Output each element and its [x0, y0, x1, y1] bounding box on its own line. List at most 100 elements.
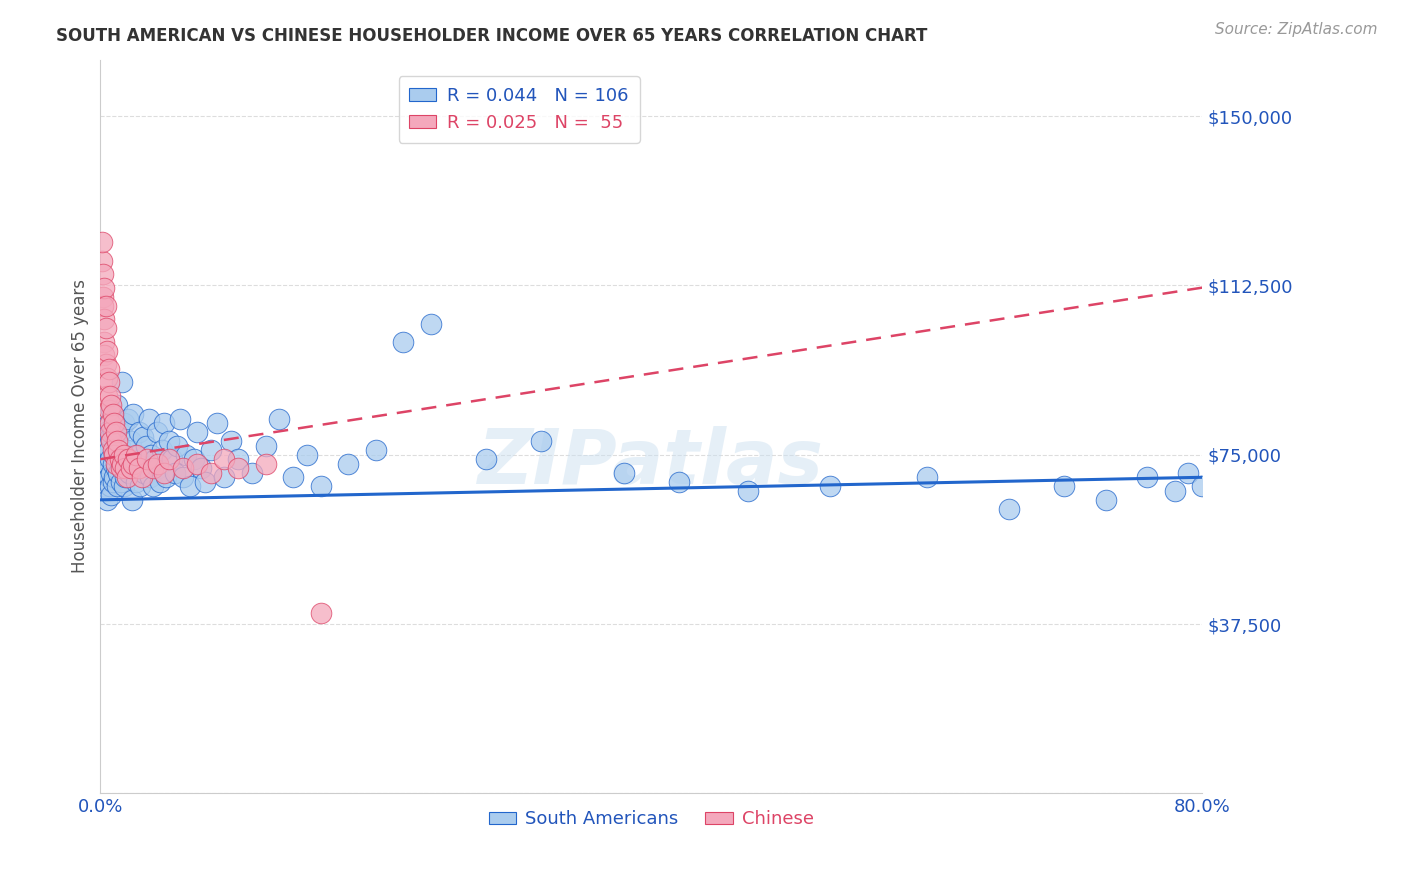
Point: [174, 448, 197, 462]
Point: [103, 448, 125, 462]
Point: [107, 452, 129, 467]
Point: [115, 470, 138, 484]
Point: [94, 358, 117, 372]
Point: [219, 434, 242, 449]
Point: [98, 452, 121, 467]
Point: [101, 407, 124, 421]
Point: [145, 452, 167, 467]
Point: [100, 466, 122, 480]
Point: [172, 461, 194, 475]
Point: [120, 461, 142, 475]
Point: [104, 434, 127, 449]
Point: [94, 321, 117, 335]
Point: [152, 416, 174, 430]
Point: [131, 470, 153, 484]
Point: [146, 425, 169, 439]
Point: [96, 439, 118, 453]
Point: [98, 479, 121, 493]
Point: [100, 402, 122, 417]
Point: [186, 457, 208, 471]
Point: [155, 470, 177, 484]
Point: [392, 334, 415, 349]
Point: [269, 411, 291, 425]
Point: [96, 457, 118, 471]
Legend: South Americans, Chinese: South Americans, Chinese: [482, 803, 821, 836]
Point: [125, 448, 148, 462]
Point: [148, 475, 170, 489]
Point: [200, 443, 222, 458]
Point: [112, 479, 135, 493]
Point: [475, 452, 498, 467]
Point: [157, 452, 180, 467]
Point: [101, 425, 124, 439]
Point: [148, 457, 170, 471]
Point: [194, 475, 217, 489]
Point: [98, 416, 121, 430]
Point: [90, 235, 112, 250]
Point: [226, 461, 249, 475]
Point: [104, 461, 127, 475]
Point: [97, 376, 120, 390]
Point: [91, 267, 114, 281]
Point: [283, 470, 305, 484]
Point: [97, 470, 120, 484]
Point: [136, 452, 159, 467]
Point: [613, 466, 636, 480]
Point: [120, 434, 142, 449]
Point: [91, 461, 114, 475]
Point: [295, 448, 318, 462]
Point: [200, 466, 222, 480]
Point: [160, 452, 183, 467]
Point: [93, 348, 115, 362]
Point: [105, 398, 128, 412]
Point: [1191, 479, 1213, 493]
Point: [93, 312, 115, 326]
Point: [166, 439, 188, 453]
Point: [114, 452, 136, 467]
Point: [107, 443, 129, 458]
Point: [148, 461, 170, 475]
Point: [309, 606, 332, 620]
Point: [97, 362, 120, 376]
Point: [142, 479, 165, 493]
Point: [183, 452, 205, 467]
Point: [101, 443, 124, 458]
Point: [186, 425, 208, 439]
Point: [103, 470, 125, 484]
Point: [114, 461, 136, 475]
Point: [139, 470, 162, 484]
Point: [142, 461, 165, 475]
Point: [364, 443, 387, 458]
Point: [105, 479, 128, 493]
Point: [96, 492, 118, 507]
Point: [118, 466, 141, 480]
Point: [1177, 466, 1199, 480]
Point: [117, 411, 139, 425]
Point: [190, 461, 212, 475]
Point: [101, 457, 124, 471]
Point: [111, 376, 134, 390]
Point: [107, 466, 129, 480]
Point: [179, 479, 201, 493]
Point: [103, 411, 125, 425]
Point: [94, 299, 117, 313]
Point: [134, 466, 156, 480]
Point: [128, 461, 150, 475]
Point: [240, 466, 263, 480]
Point: [1136, 470, 1159, 484]
Point: [110, 475, 132, 489]
Point: [530, 434, 553, 449]
Text: Source: ZipAtlas.com: Source: ZipAtlas.com: [1215, 22, 1378, 37]
Point: [1163, 483, 1185, 498]
Point: [163, 466, 186, 480]
Point: [169, 411, 191, 425]
Point: [93, 280, 115, 294]
Point: [103, 416, 125, 430]
Point: [214, 470, 236, 484]
Point: [337, 457, 360, 471]
Point: [309, 479, 332, 493]
Point: [97, 416, 120, 430]
Point: [254, 439, 277, 453]
Point: [91, 290, 114, 304]
Text: SOUTH AMERICAN VS CHINESE HOUSEHOLDER INCOME OVER 65 YEARS CORRELATION CHART: SOUTH AMERICAN VS CHINESE HOUSEHOLDER IN…: [56, 27, 928, 45]
